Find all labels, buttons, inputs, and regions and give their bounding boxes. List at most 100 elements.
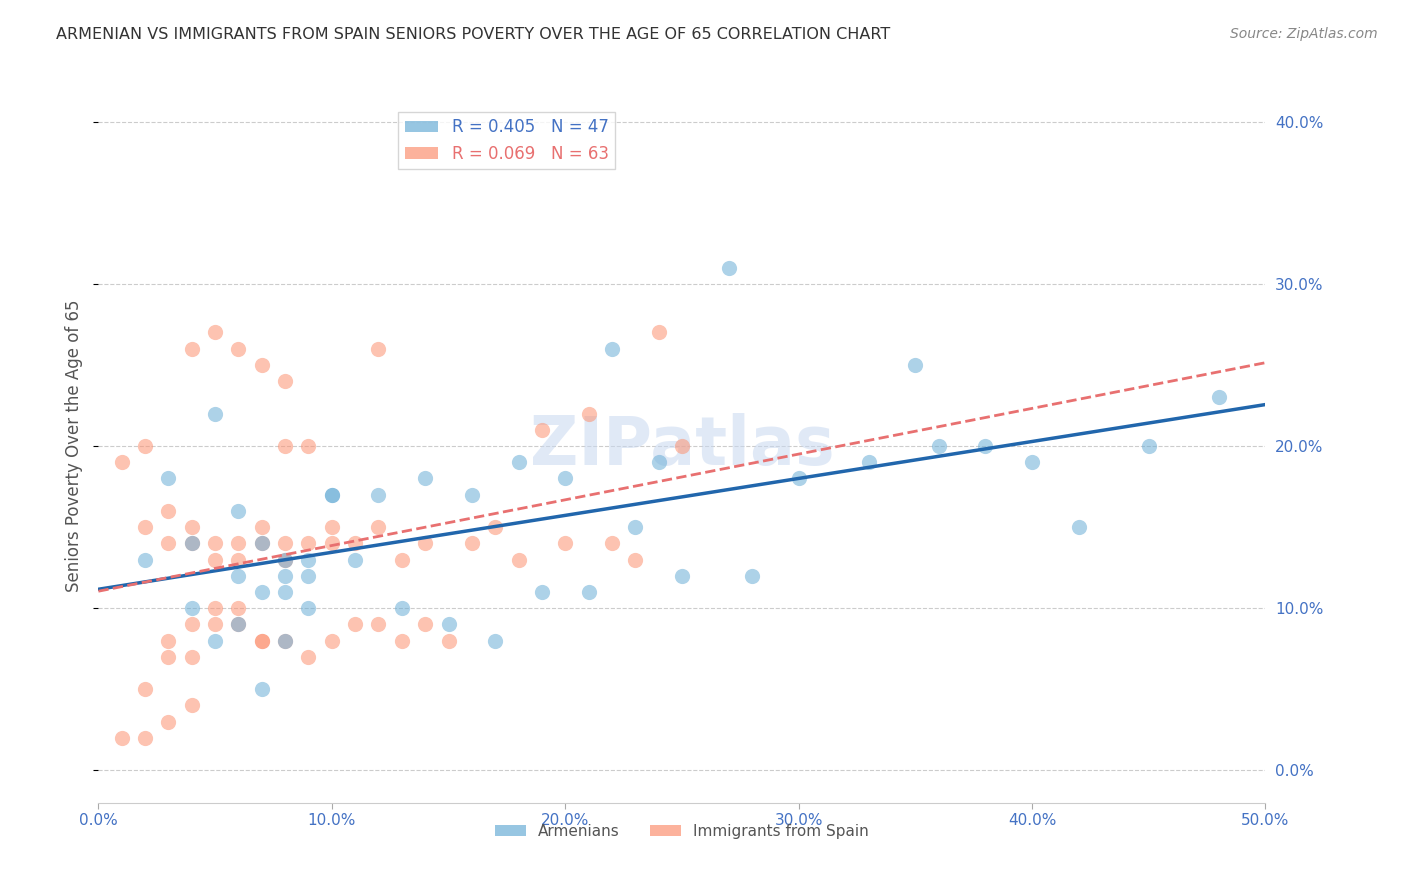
Point (904, 358, 927, 372)
Point (367, 342, 389, 356)
Point (180, 536, 202, 550)
Point (204, 407, 226, 421)
Point (180, 617, 202, 632)
Point (274, 374, 297, 388)
Point (413, 536, 436, 550)
Point (461, 488, 484, 502)
Point (228, 568, 250, 582)
Point (647, 326, 669, 340)
Point (297, 568, 319, 582)
Point (250, 633, 273, 648)
Point (297, 601, 319, 615)
Point (344, 536, 367, 550)
Point (413, 471, 436, 485)
Point (204, 326, 226, 340)
Point (321, 488, 343, 502)
Point (274, 633, 297, 648)
Point (274, 439, 297, 453)
Point (344, 617, 367, 632)
Point (321, 488, 343, 502)
Point (554, 471, 576, 485)
Point (204, 552, 226, 566)
Point (157, 471, 180, 485)
Point (204, 633, 226, 648)
Point (180, 520, 202, 534)
Point (578, 585, 600, 599)
Point (228, 536, 250, 550)
Point (250, 520, 273, 534)
Point (600, 536, 623, 550)
Point (274, 585, 297, 599)
Point (157, 504, 180, 518)
Point (228, 342, 250, 356)
Point (437, 617, 460, 632)
Point (134, 731, 156, 745)
Point (134, 520, 156, 534)
Point (274, 552, 297, 566)
Point (297, 552, 319, 566)
Point (624, 520, 647, 534)
Point (508, 455, 530, 469)
Point (437, 633, 460, 648)
Point (134, 682, 156, 697)
Point (344, 552, 367, 566)
Point (250, 682, 273, 697)
Point (297, 536, 319, 550)
Point (134, 439, 156, 453)
Point (367, 617, 389, 632)
Point (180, 698, 202, 713)
Point (180, 536, 202, 550)
Point (180, 342, 202, 356)
Point (111, 455, 134, 469)
Point (111, 731, 134, 745)
Point (461, 536, 484, 550)
Point (228, 617, 250, 632)
Point (671, 439, 693, 453)
Point (274, 552, 297, 566)
Point (530, 423, 553, 437)
Point (157, 633, 180, 648)
Point (1137, 439, 1160, 453)
Point (228, 601, 250, 615)
Point (321, 633, 343, 648)
Point (204, 617, 226, 632)
Point (134, 552, 156, 566)
Point (391, 601, 413, 615)
Point (624, 552, 647, 566)
Point (858, 455, 880, 469)
Point (578, 407, 600, 421)
Point (647, 455, 669, 469)
Point (484, 520, 506, 534)
Point (1208, 390, 1230, 404)
Point (600, 342, 623, 356)
Point (157, 536, 180, 550)
Point (367, 488, 389, 502)
Point (974, 439, 997, 453)
Point (228, 504, 250, 518)
Point (717, 260, 740, 275)
Point (228, 617, 250, 632)
Point (274, 536, 297, 550)
Text: ARMENIAN VS IMMIGRANTS FROM SPAIN SENIORS POVERTY OVER THE AGE OF 65 CORRELATION: ARMENIAN VS IMMIGRANTS FROM SPAIN SENIOR… (56, 27, 890, 42)
Point (321, 536, 343, 550)
Point (554, 536, 576, 550)
Point (297, 649, 319, 664)
Point (228, 552, 250, 566)
Point (1021, 455, 1043, 469)
Point (297, 439, 319, 453)
Point (928, 439, 950, 453)
Point (367, 520, 389, 534)
Point (204, 601, 226, 615)
Point (180, 649, 202, 664)
Point (671, 568, 693, 582)
Point (250, 633, 273, 648)
Point (413, 617, 436, 632)
Point (508, 552, 530, 566)
Point (250, 585, 273, 599)
Point (157, 649, 180, 664)
Point (321, 520, 343, 534)
Y-axis label: Seniors Poverty Over the Age of 65: Seniors Poverty Over the Age of 65 (65, 300, 83, 592)
Point (391, 633, 413, 648)
Point (180, 601, 202, 615)
Text: ZIPatlas: ZIPatlas (530, 413, 834, 479)
